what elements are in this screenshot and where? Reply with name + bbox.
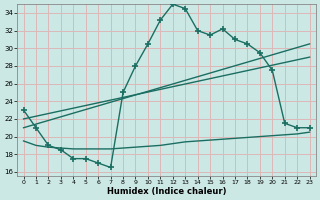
X-axis label: Humidex (Indice chaleur): Humidex (Indice chaleur)	[107, 187, 226, 196]
